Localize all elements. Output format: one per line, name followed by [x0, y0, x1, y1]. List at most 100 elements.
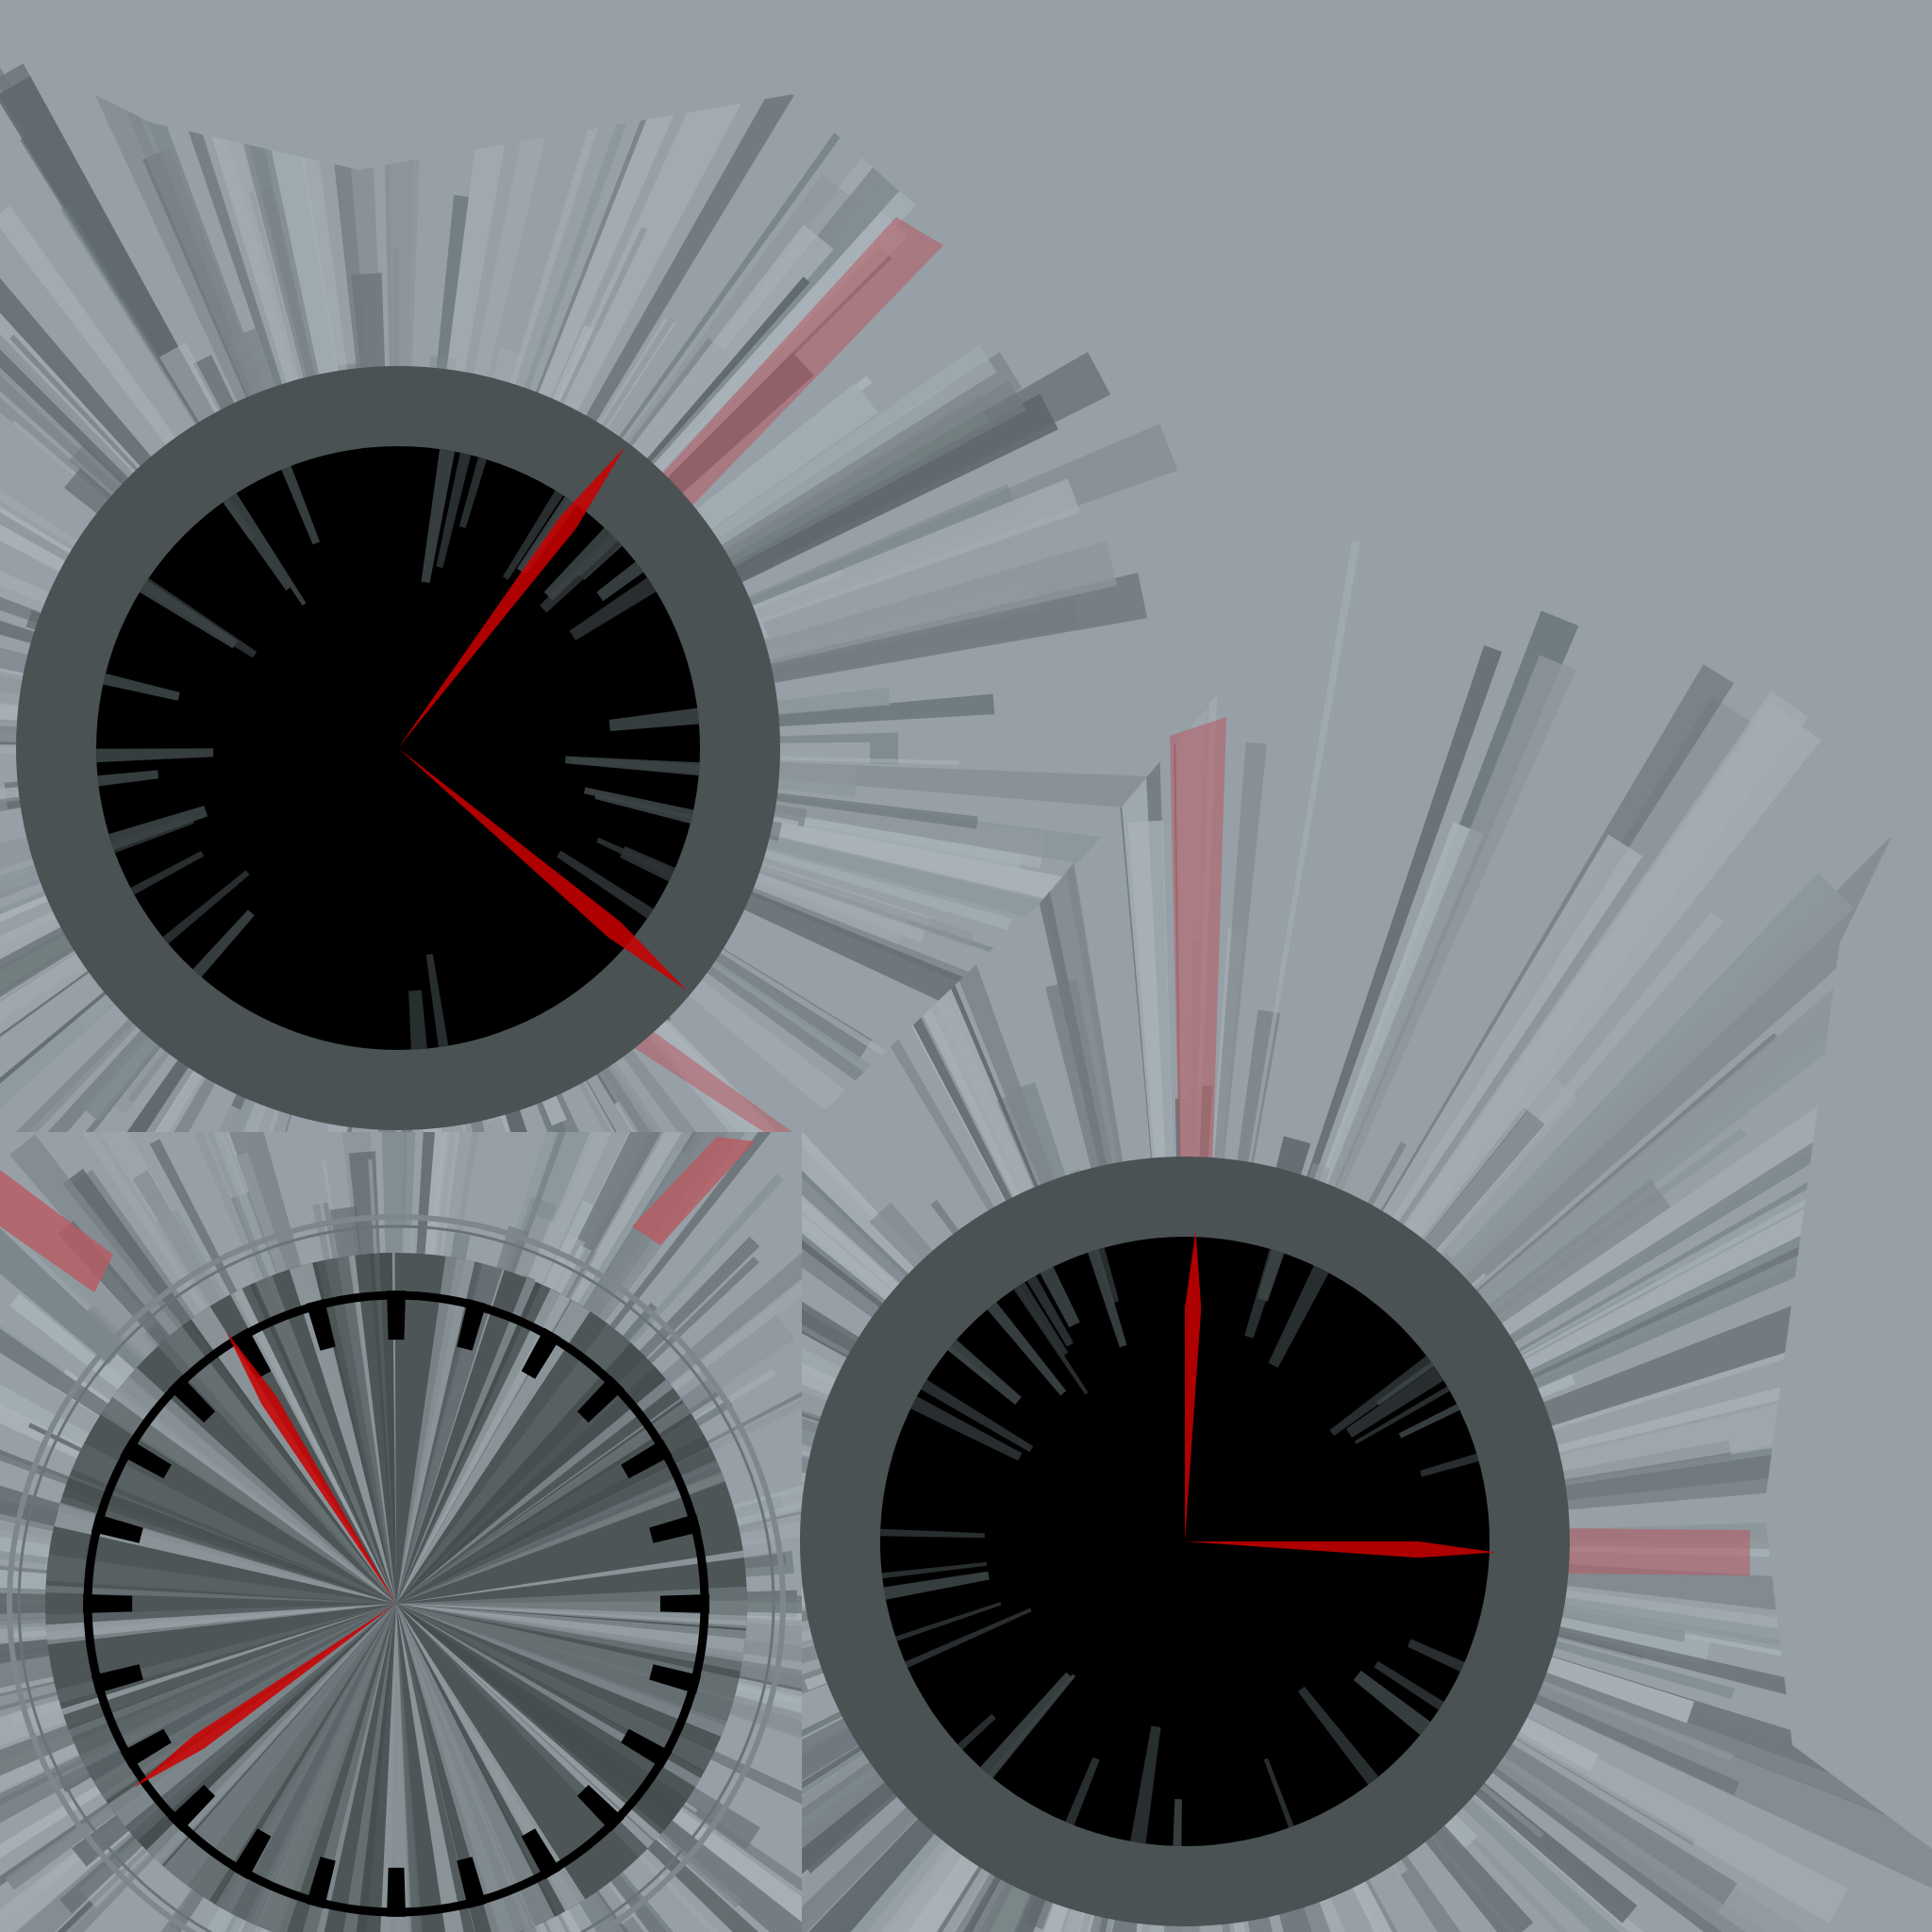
streak-ray — [1484, 1657, 1734, 1762]
dial-bottom-left — [7, 1214, 786, 1932]
streak-ray — [0, 1821, 186, 1932]
streak-ray — [0, 1425, 104, 1537]
streak-ray — [9, 334, 179, 514]
face-spike — [1407, 1639, 1465, 1673]
face-spike — [596, 561, 644, 602]
streak-ray — [72, 1132, 232, 1350]
dial-hand — [398, 446, 625, 748]
face-ray — [324, 1256, 396, 1604]
face-ray — [396, 1435, 717, 1604]
face-spike — [223, 497, 291, 591]
streak-ray — [1477, 1658, 1932, 1913]
tick-mark — [387, 1867, 406, 1917]
streak-ray — [0, 281, 171, 525]
streak-ray — [183, 1132, 281, 1324]
dial-hand — [1185, 1230, 1202, 1541]
streak-ray — [0, 206, 210, 492]
streak-ray — [59, 1024, 244, 1132]
dial-hand — [225, 1331, 396, 1604]
streak-ray — [680, 393, 1058, 608]
streak-ray — [691, 1674, 802, 1742]
streak-ray — [1238, 540, 1360, 1224]
face-ray — [396, 1261, 503, 1604]
streak-ray — [557, 48, 815, 473]
streak-ray — [389, 140, 421, 426]
streak-ray — [802, 1232, 905, 1387]
tick-mark — [231, 1327, 272, 1379]
tick-mark — [457, 1857, 487, 1909]
streak-ray — [0, 899, 125, 1132]
face-spike — [895, 1602, 1002, 1641]
streak-ray — [375, 1132, 411, 1299]
streak-ray — [545, 1132, 724, 1345]
streak-ray — [802, 953, 945, 1340]
face-ray — [396, 1277, 551, 1604]
face-spike — [408, 990, 427, 1050]
face-spike — [96, 748, 214, 763]
face-spike — [97, 770, 159, 787]
streak-ray — [192, 1132, 314, 1316]
face-ray — [396, 1604, 556, 1930]
streak-ray — [29, 1017, 227, 1132]
dial-hands — [1185, 1230, 1496, 1558]
tick-mark — [91, 1664, 143, 1694]
streak-ray — [1287, 645, 1503, 1238]
tick-mark — [521, 1327, 561, 1379]
dial-hands — [133, 1331, 396, 1788]
streak-ray — [0, 845, 97, 988]
streak-ray — [1350, 834, 1643, 1274]
streak-ray — [720, 755, 959, 766]
streak-ray — [698, 1634, 802, 1684]
tick-mark — [659, 1594, 709, 1613]
face-spike — [130, 851, 205, 895]
streak-ray — [608, 1236, 760, 1390]
streak-ray — [663, 344, 997, 577]
streak-ray — [0, 868, 102, 1007]
streak-ray — [802, 1712, 914, 1913]
streak-ray — [802, 892, 954, 1332]
streak-ray — [0, 1018, 236, 1132]
face-ray — [302, 1604, 396, 1932]
face-ray — [74, 1604, 396, 1768]
tick-mark — [306, 1298, 336, 1351]
face-ray — [191, 1306, 396, 1604]
face-spike — [1398, 1404, 1460, 1439]
streak-ray — [1209, 741, 1267, 1221]
face-spike — [1130, 1725, 1161, 1844]
tick-mark — [120, 1439, 172, 1479]
face-ray — [396, 1604, 727, 1737]
streak-ray — [1369, 701, 1822, 1290]
streak-ray — [291, 1065, 356, 1132]
streak-ray — [595, 225, 834, 506]
streak-ray — [0, 1673, 101, 1757]
face-ray — [396, 1257, 475, 1604]
streak-ray — [514, 78, 662, 448]
tick-mark — [577, 1375, 625, 1423]
tick-mark — [83, 1594, 133, 1613]
streak-ray — [0, 886, 116, 1108]
face-ray — [396, 1263, 505, 1604]
face-ray — [289, 1262, 396, 1604]
tick-mark — [306, 1857, 336, 1909]
streak-ray — [1114, 713, 1169, 1221]
streak-ray — [636, 1782, 802, 1932]
streak-ray — [825, 1805, 1012, 1932]
streak-ray — [0, 1389, 110, 1500]
red-beam — [651, 217, 943, 509]
face-ray — [396, 1388, 681, 1604]
face-ray — [191, 1604, 396, 1901]
face-spike — [1026, 1275, 1074, 1347]
face-spike — [140, 580, 238, 649]
streak-ray — [809, 1815, 1022, 1932]
face-ray — [250, 1604, 396, 1932]
streak-ray — [1461, 1704, 1696, 1845]
tick-mark — [168, 1785, 215, 1832]
face-spike — [1374, 1660, 1444, 1710]
face-spike — [421, 449, 456, 583]
streak-ray — [708, 541, 1118, 677]
streak-ray — [558, 1018, 770, 1132]
face-spike — [1354, 1386, 1450, 1444]
streak-ray — [149, 1139, 258, 1335]
face-ray — [157, 1340, 396, 1604]
face-ray — [396, 1604, 661, 1840]
